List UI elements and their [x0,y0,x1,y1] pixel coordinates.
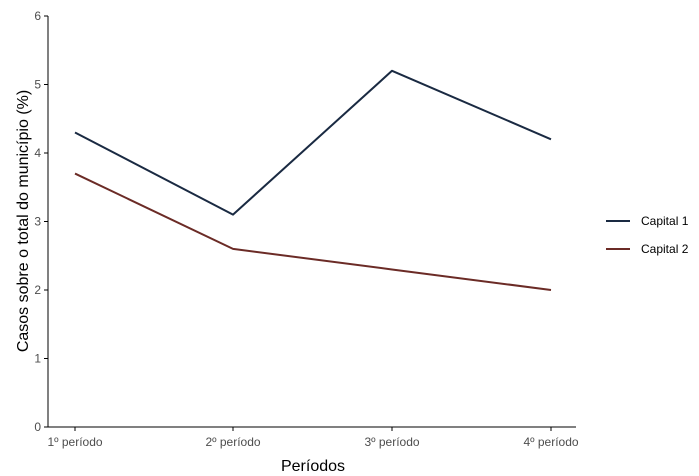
legend-label-1: Capital 1 [641,214,689,228]
x-axis-title: Períodos [281,458,345,475]
x-tick-label: 2º período [205,435,260,449]
legend: Capital 1 Capital 2 [606,214,689,256]
x-tick-label: 3º período [364,435,419,449]
legend-label-2: Capital 2 [641,242,689,256]
y-tick-label: 6 [34,9,41,23]
x-axis-ticks: 1º período 2º período 3º período 4º período [47,427,579,449]
y-axis-title: Casos sobre o total do município (%) [15,90,32,352]
y-tick-label: 3 [34,215,41,229]
x-tick-label: 4º período [523,435,578,449]
y-tick-label: 0 [34,420,41,434]
x-tick-label: 1º período [47,435,102,449]
y-tick-label: 4 [34,146,41,160]
series-line-1 [74,69,552,216]
y-tick-label: 2 [34,283,41,297]
series-line-2 [74,172,552,291]
plot-area: 0 1 2 3 4 5 6 1º período 2º período 3º período 4º… [34,9,579,449]
y-tick-label: 5 [34,78,41,92]
y-tick-label: 1 [34,352,41,366]
series-lines [74,69,552,291]
y-axis-ticks: 0 1 2 3 4 5 6 [34,9,48,434]
